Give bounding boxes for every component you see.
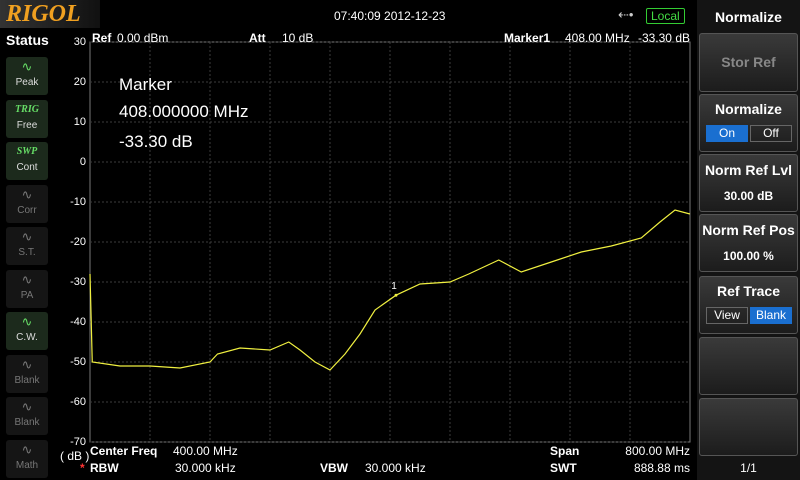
stor-ref-button[interactable]: Stor Ref xyxy=(699,33,798,92)
unit: ( dB ) xyxy=(60,449,90,463)
ref-trace-button[interactable]: Ref Trace View Blank xyxy=(699,276,798,334)
y-tick-label: -20 xyxy=(70,236,86,248)
swt-label: SWT xyxy=(550,461,577,475)
logo-bg xyxy=(0,0,100,28)
status-title: Status xyxy=(6,32,49,48)
status-item: ∿ S.T. xyxy=(6,227,48,265)
norm-ref-lvl-value: 30.00 dB xyxy=(723,189,774,203)
status-item: ∿ PA xyxy=(6,269,48,308)
normalize-label: Normalize xyxy=(715,101,782,117)
status-item-label: PA xyxy=(20,289,34,301)
view-option[interactable]: View xyxy=(706,307,748,324)
y-tick-label: -60 xyxy=(70,396,86,408)
vbw-label: VBW xyxy=(320,461,348,475)
usb-icon: ⇠• xyxy=(618,7,634,22)
status-item: ∿ Peak xyxy=(6,57,48,95)
norm-ref-lvl-button[interactable]: Norm Ref Lvl 30.00 dB xyxy=(699,154,798,212)
status-item: SWP Cont xyxy=(6,142,48,180)
status-item: ∿ Blank xyxy=(6,397,48,435)
y-tick-label: 30 xyxy=(74,36,86,48)
empty-button[interactable] xyxy=(699,398,798,456)
datetime: 07:40:09 2012-12-23 xyxy=(334,9,446,23)
status-item-label: Cont xyxy=(16,162,38,173)
status-icon: ∿ xyxy=(21,59,33,74)
norm-ref-pos-label: Norm Ref Pos xyxy=(702,222,795,238)
blank-option[interactable]: Blank xyxy=(750,307,792,324)
y-tick-label: 10 xyxy=(74,116,86,128)
status-icon: ∿ xyxy=(21,441,33,457)
status-icon: ∿ xyxy=(21,356,33,372)
y-tick-label: 20 xyxy=(74,76,86,88)
swt-value: 888.88 ms xyxy=(633,461,690,475)
y-tick-label: -30 xyxy=(70,276,86,288)
stor-ref-label: Stor Ref xyxy=(721,54,776,70)
y-tick-label: -40 xyxy=(70,316,86,328)
marker-freq: 408.00 MHz xyxy=(565,31,630,45)
status-item-label: Peak xyxy=(15,77,39,88)
vbw-value: 30.000 kHz xyxy=(365,461,426,475)
status-item-label: S.T. xyxy=(18,247,36,258)
off-option[interactable]: Off xyxy=(750,125,792,142)
logo: RIGOL xyxy=(6,1,81,27)
center-label: Center Freq xyxy=(90,444,158,458)
status-item-top: SWP xyxy=(16,146,38,157)
norm-ref-pos-value: 100.00 % xyxy=(723,249,774,263)
local-indicator: Local xyxy=(646,8,685,24)
center-value: 400.00 MHz xyxy=(173,444,238,458)
status-item-top: TRIG xyxy=(15,103,39,115)
trace xyxy=(89,209,691,371)
menu-title: Normalize xyxy=(715,9,782,25)
status-icon: ∿ xyxy=(21,314,33,329)
status-item: ∿ C.W. xyxy=(6,312,48,350)
rbw-label: RBW xyxy=(90,461,119,475)
status-icon: ∿ xyxy=(21,229,33,244)
marker-number: 1 xyxy=(391,281,397,292)
status-icon: ∿ xyxy=(21,271,33,287)
marker-box-title: Marker xyxy=(119,75,172,94)
status-icon: ∿ xyxy=(21,186,33,202)
norm-ref-pos-button[interactable]: Norm Ref Pos 100.00 % xyxy=(699,214,798,272)
status-icon: ∿ xyxy=(21,399,33,414)
att-value: 10 dB xyxy=(282,31,314,45)
rbw-value: 30.000 kHz xyxy=(175,461,236,475)
ref-value: 0.00 dBm xyxy=(117,31,169,45)
page-indicator: 1/1 xyxy=(740,461,757,475)
status-item: ∿ Blank xyxy=(6,354,48,393)
marker-box-freq: 408.000000 MHz xyxy=(119,102,249,121)
marker-point xyxy=(394,293,398,297)
ref-trace-label: Ref Trace xyxy=(716,283,781,299)
status-item-label: Corr xyxy=(17,204,37,216)
y-tick-label: 0 xyxy=(80,156,86,168)
rbw-flag: * xyxy=(80,461,85,475)
empty-button[interactable] xyxy=(699,337,798,395)
status-item-label: Free xyxy=(16,119,38,131)
status-item-label: Math xyxy=(15,459,39,471)
att-label: Att xyxy=(249,31,266,45)
span-label: Span xyxy=(550,444,580,458)
marker-level: -33.30 dB xyxy=(637,31,690,45)
status-item-label: Blank xyxy=(14,374,40,386)
y-tick-label: -70 xyxy=(70,436,86,448)
span-value: 800.00 MHz xyxy=(625,444,690,458)
y-tick-label: -50 xyxy=(70,356,86,368)
status-item: ∿ Corr xyxy=(6,184,48,223)
status-item: TRIG Free xyxy=(6,99,48,138)
status-item-label: Blank xyxy=(14,417,40,428)
normalize-button[interactable]: Normalize On Off xyxy=(699,94,798,152)
norm-ref-lvl-label: Norm Ref Lvl xyxy=(704,162,793,178)
marker-label: Marker1 xyxy=(504,31,551,45)
on-option[interactable]: On xyxy=(706,125,748,142)
status-item-label: C.W. xyxy=(16,332,38,343)
ref-label: Ref xyxy=(92,31,112,45)
y-tick-label: -10 xyxy=(70,196,86,208)
marker-box-level: -33.30 dB xyxy=(119,132,193,151)
status-item: ∿ Math xyxy=(6,439,48,478)
